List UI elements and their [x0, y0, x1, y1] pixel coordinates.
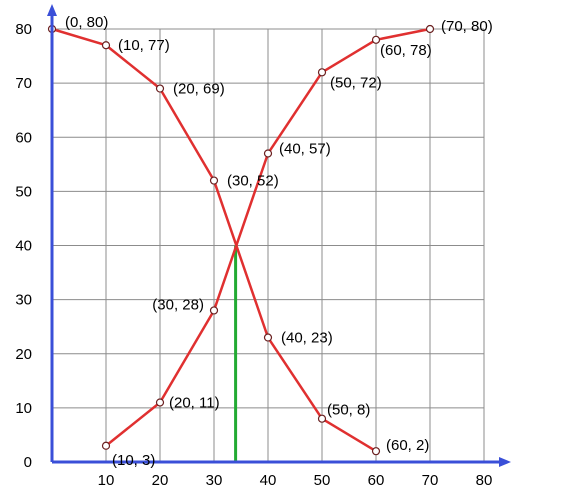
- y-tick-label: 20: [15, 346, 32, 363]
- data-label: (60, 2): [386, 437, 429, 454]
- y-tick-label: 80: [15, 21, 32, 38]
- data-point: [425, 24, 435, 34]
- data-label: (60, 78): [380, 42, 432, 59]
- x-tick-label: 20: [152, 472, 169, 489]
- data-label: (20, 69): [173, 81, 225, 98]
- y-tick-label: 50: [15, 183, 32, 200]
- x-tick-label: 60: [368, 472, 385, 489]
- data-label: (30, 28): [152, 296, 204, 313]
- axes: 10 20 30 40 50 60 70 80 0 10 20 30 40 50 60 70 80: [15, 4, 511, 489]
- y-tick-label: 30: [15, 292, 32, 309]
- data-point: [371, 447, 381, 456]
- y-tick-label: 0: [24, 454, 32, 471]
- data-label: (40, 23): [281, 330, 333, 347]
- data-label: (10, 77): [118, 37, 170, 54]
- x-tick-label: 30: [206, 472, 223, 489]
- y-axis-arrow: [47, 4, 57, 16]
- data-label: (30, 52): [227, 173, 279, 190]
- data-point: [263, 333, 273, 342]
- grid: [52, 28, 485, 462]
- data-label: (50, 8): [327, 402, 370, 419]
- y-tick-label: 60: [15, 129, 32, 146]
- data-label: (0, 80): [65, 14, 108, 31]
- data-point: [263, 149, 273, 158]
- data-label: (50, 72): [330, 74, 382, 91]
- data-point: [155, 84, 165, 93]
- data-point: [317, 68, 327, 77]
- data-label: (10, 3): [112, 452, 155, 469]
- data-point: [317, 414, 327, 423]
- data-point: [101, 41, 111, 50]
- x-tick-label: 10: [98, 472, 115, 489]
- x-tick-label: 50: [314, 472, 331, 489]
- data-point: [371, 35, 381, 44]
- y-tick-label: 40: [15, 238, 32, 255]
- point-labels: (0, 80) (10, 77) (20, 69) (30, 52) (40, 23) (…: [65, 14, 493, 469]
- x-axis-arrow: [499, 457, 511, 467]
- data-point: [209, 306, 219, 315]
- data-label: (70, 80): [441, 18, 493, 35]
- x-tick-label: 40: [260, 472, 277, 489]
- x-tick-label: 80: [476, 472, 493, 489]
- series-layer: [47, 24, 435, 456]
- y-tick-label: 10: [15, 400, 32, 417]
- data-point: [209, 176, 219, 185]
- y-tick-label: 70: [15, 75, 32, 92]
- data-label: (20, 11): [169, 394, 220, 411]
- x-tick-label: 70: [422, 472, 439, 489]
- data-point: [101, 441, 111, 450]
- data-label: (40, 57): [279, 140, 331, 157]
- data-point: [155, 398, 165, 407]
